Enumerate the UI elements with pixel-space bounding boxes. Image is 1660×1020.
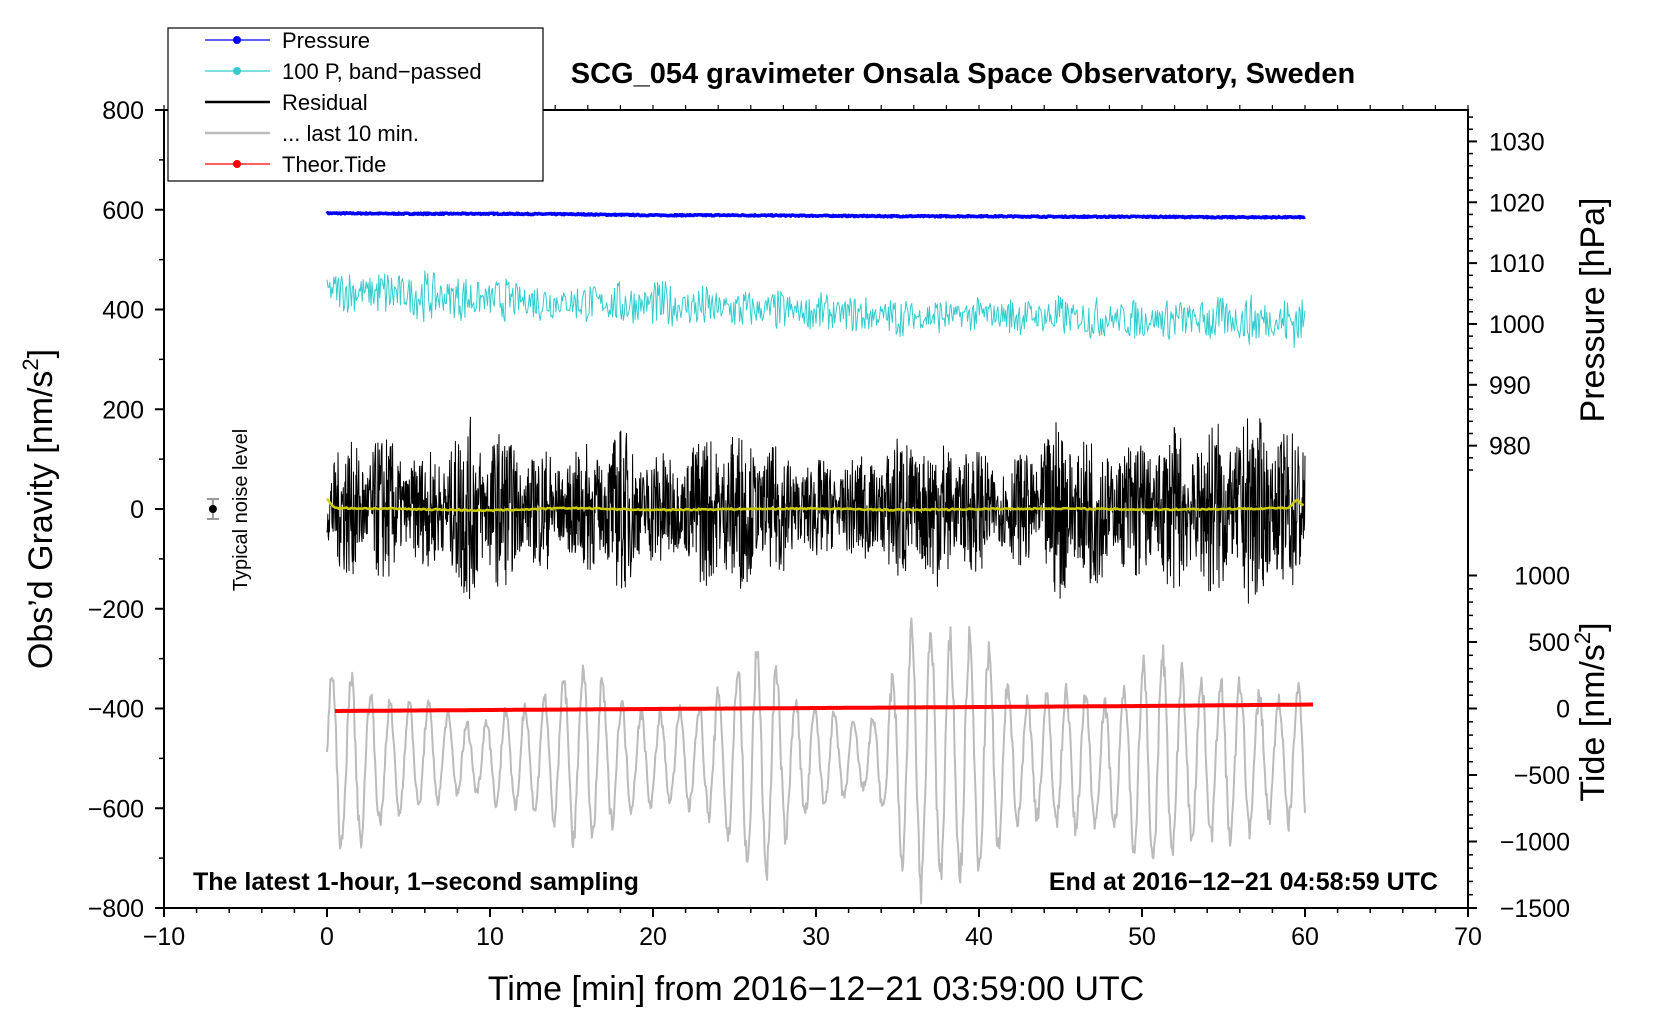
- x-tick-label: 10: [476, 923, 504, 951]
- pressure-tick-label: 1030: [1489, 128, 1545, 156]
- legend-label: Residual: [282, 90, 368, 115]
- svg-text:Obs’d Gravity [nm/s2]: Obs’d Gravity [nm/s2]: [18, 349, 60, 669]
- x-tick-label: 50: [1128, 923, 1156, 951]
- x-tick-label: 70: [1454, 923, 1482, 951]
- noise-level-marker: [206, 498, 219, 520]
- tide-tick-label: −500: [1514, 762, 1570, 790]
- svg-text:Tide [nm/s2]: Tide [nm/s2]: [1570, 622, 1612, 801]
- series-pressure: [325, 210, 1306, 220]
- y-tick-label: −400: [88, 696, 144, 724]
- y-tick-label: −800: [88, 895, 144, 923]
- pressure-tick-label: 1000: [1489, 311, 1545, 339]
- x-tick-label: 60: [1291, 923, 1319, 951]
- y-tick-label: 0: [130, 496, 144, 524]
- tide-tick-label: 0: [1556, 696, 1570, 724]
- series-layer: [325, 210, 1314, 905]
- x-axis-label: Time [min] from 2016−12−21 03:59:00 UTC: [488, 970, 1144, 1008]
- legend: Pressure 100 P, band−passed Residual ... la…: [167, 27, 544, 182]
- chart-title: SCG_054 gravimeter Onsala Space Observat…: [571, 58, 1355, 90]
- pressure-tick-label: 990: [1489, 372, 1531, 400]
- y-tick-label: 600: [102, 197, 144, 225]
- series-band-passed-pressure: [326, 270, 1306, 348]
- noise-point: [208, 505, 217, 513]
- legend-label: 100 P, band−passed: [282, 59, 482, 84]
- x-tick-label: −10: [143, 923, 185, 951]
- x-tick-label: 20: [639, 923, 667, 951]
- series-theoretical-tide: [335, 702, 1314, 713]
- tide-tick-label: −1000: [1500, 829, 1570, 857]
- y-tick-label: −600: [88, 795, 144, 823]
- y-tick-label: 200: [102, 396, 144, 424]
- x-tick-label: 0: [320, 923, 334, 951]
- x-tick-label: 30: [802, 923, 830, 951]
- series-residual: [326, 416, 1306, 604]
- legend-marker: [233, 67, 241, 75]
- annotation-latest-hour: The latest 1-hour, 1–second sampling: [193, 868, 639, 896]
- tide-tick-label: 500: [1528, 629, 1570, 657]
- x-tick-label: 40: [965, 923, 993, 951]
- legend-label: ... last 10 min.: [282, 121, 419, 146]
- legend-label: Theor.Tide: [282, 152, 386, 177]
- series-residual-mean: [326, 498, 1305, 513]
- annotation-end-time: End at 2016−12−21 04:58:59 UTC: [1049, 868, 1438, 896]
- legend-box: [167, 27, 544, 182]
- tide-tick-label: −1500: [1500, 895, 1570, 923]
- pressure-tick-label: 1020: [1489, 189, 1545, 217]
- pressure-tick-label: 980: [1489, 433, 1531, 461]
- noise-level-label: Typical noise level: [230, 429, 252, 591]
- y-tick-label: −200: [88, 596, 144, 624]
- legend-label: Pressure: [282, 28, 370, 53]
- tide-tick-label: 1000: [1514, 562, 1570, 590]
- y-axis-label: Obs’d Gravity [nm/s2]: [18, 349, 60, 669]
- pressure-axis-label: Pressure [hPa]: [1574, 198, 1612, 423]
- legend-marker: [233, 36, 241, 44]
- axes-layer: −10 0 10 20 30 40 50 60 708006004002000−200−400−…: [88, 97, 1570, 951]
- legend-marker: [233, 160, 241, 168]
- pressure-tick-label: 1010: [1489, 250, 1545, 278]
- y-tick-label: 400: [102, 297, 144, 325]
- series-last-10-min: [326, 617, 1306, 905]
- tide-axis-label: Tide [nm/s2]: [1570, 622, 1612, 801]
- y-tick-label: 800: [102, 97, 144, 125]
